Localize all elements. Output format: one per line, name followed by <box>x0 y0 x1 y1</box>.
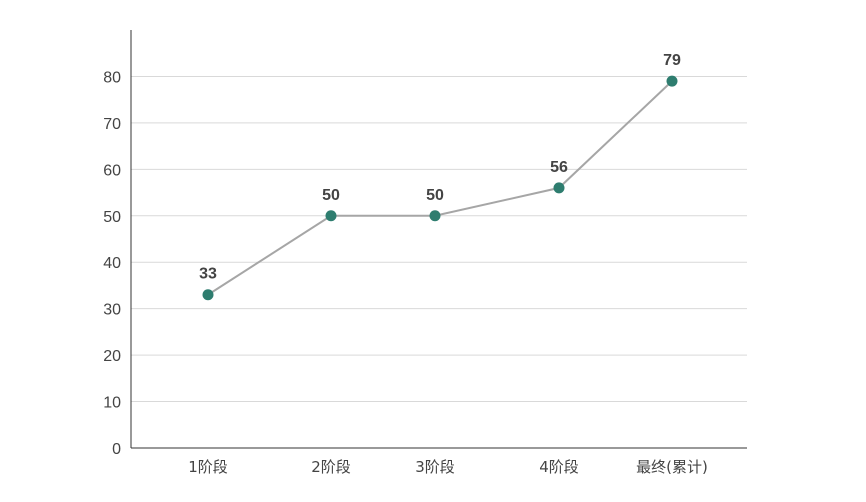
data-label-3: 50 <box>426 187 444 204</box>
data-point-2 <box>325 210 337 222</box>
data-labels: 33 50 50 56 79 <box>199 52 681 283</box>
y-axis-tick-labels: 0 10 20 30 40 50 60 70 80 <box>103 69 121 458</box>
y-tick-label-40: 40 <box>103 255 121 272</box>
y-tick-label-80: 80 <box>103 69 121 86</box>
y-tick-label-10: 10 <box>103 395 121 412</box>
data-label-1: 33 <box>199 266 217 283</box>
data-label-2: 50 <box>322 187 340 204</box>
data-markers <box>202 75 678 301</box>
y-tick-label-30: 30 <box>103 302 121 319</box>
data-point-3 <box>429 210 441 222</box>
y-tick-label-70: 70 <box>103 116 121 133</box>
data-label-5: 79 <box>663 52 681 69</box>
data-point-5 <box>666 75 678 87</box>
y-tick-label-20: 20 <box>103 348 121 365</box>
gridlines <box>131 75 747 403</box>
y-tick-label-0: 0 <box>112 441 121 458</box>
x-category-label-2: 2阶段 <box>311 458 351 476</box>
axes <box>130 30 747 449</box>
y-tick-label-60: 60 <box>103 162 121 179</box>
data-label-4: 56 <box>550 159 568 176</box>
x-category-label-3: 3阶段 <box>415 458 455 476</box>
x-category-label-4: 4阶段 <box>539 458 579 476</box>
x-category-label-5: 最终(累计) <box>636 458 708 476</box>
x-category-label-1: 1阶段 <box>188 458 228 476</box>
x-axis-category-labels: 1阶段 2阶段 3阶段 4阶段 最终(累计) <box>188 458 708 476</box>
data-point-1 <box>202 289 214 301</box>
data-point-4 <box>553 182 565 194</box>
y-tick-label-50: 50 <box>103 209 121 226</box>
